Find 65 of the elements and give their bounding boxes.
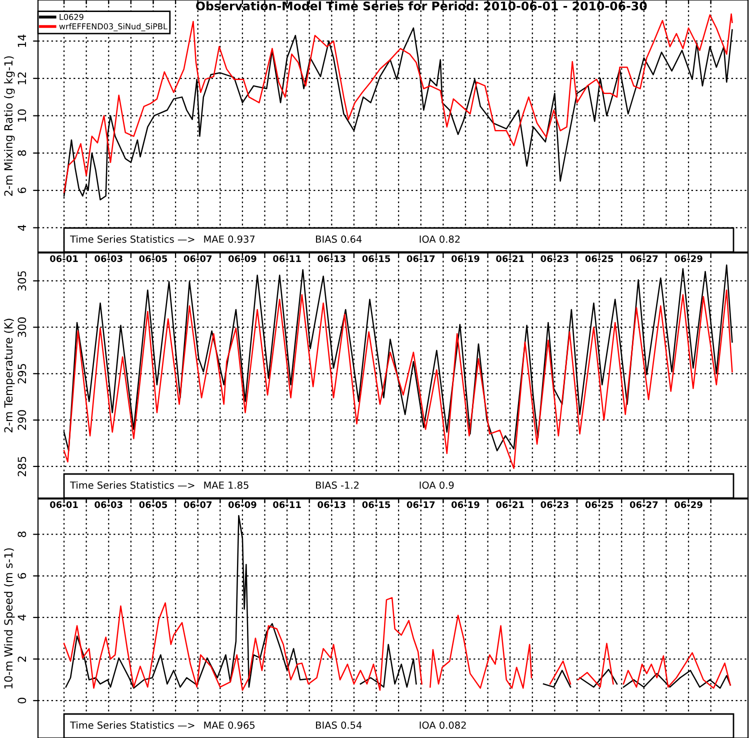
legend-label: wrfEFFEND03_SiNud_SiPBL <box>59 23 168 32</box>
x-tick-label: 06-05 <box>139 255 168 262</box>
x-tick-label: 06-09 <box>228 255 256 262</box>
x-tick-label: 06-23 <box>540 255 568 262</box>
x-tick-label: 06-05 <box>139 501 168 508</box>
annotation: MAE 0.965 <box>204 721 255 729</box>
x-tick-label: 06-01 <box>50 255 78 262</box>
x-tick-label: 06-13 <box>318 501 346 508</box>
x-tick-label: 06-15 <box>362 255 390 262</box>
x-tick-label: 06-21 <box>496 255 524 262</box>
x-tick-label: 06-11 <box>273 255 301 262</box>
x-tick-label: 06-03 <box>94 255 122 262</box>
x-tick-label: 06-09 <box>228 501 256 508</box>
x-tick-label: 06-21 <box>496 501 524 508</box>
annotation: Time Series Statistics —> <box>70 721 194 729</box>
x-tick-label: 06-29 <box>674 501 702 508</box>
x-tick-label: 06-07 <box>184 255 212 262</box>
annotation: IOA 0.9 <box>420 481 454 489</box>
x-tick-label: 06-15 <box>362 501 390 508</box>
line-series <box>63 289 733 469</box>
y-axis-title: 2-m Mixing Ratio (g kg-1) <box>4 56 15 196</box>
y-tick-label: 10 <box>18 109 26 122</box>
x-tick-label: 06-27 <box>630 501 658 508</box>
legend-label: L0629 <box>60 14 84 20</box>
annotation: BIAS 0.64 <box>316 235 362 243</box>
x-tick-label: 06-19 <box>451 501 480 508</box>
x-tick-label: 06-23 <box>540 501 568 508</box>
x-tick-label: 06-17 <box>406 501 435 508</box>
x-tick-label: 06-17 <box>406 255 435 262</box>
x-tick-label: 06-25 <box>585 501 614 508</box>
y-tick-label: 4 <box>18 224 26 231</box>
chart-title: Observation-Model Time Series for Period: 2010-06-01 - 2010-06-30 <box>196 1 647 10</box>
x-tick-label: 06-13 <box>318 255 346 262</box>
y-tick-label: 295 <box>18 364 26 384</box>
x-tick-label: 06-27 <box>630 255 658 262</box>
y-tick-label: 0 <box>18 698 26 704</box>
annotation: MAE 1.85 <box>204 481 248 489</box>
annotation: MAE 0.937 <box>204 235 255 243</box>
x-tick-label: 06-25 <box>585 255 614 262</box>
x-tick-label: 06-11 <box>273 501 301 508</box>
y-tick-label: 305 <box>18 271 26 291</box>
y-tick-label: 4 <box>18 614 26 620</box>
x-tick-label: 06-19 <box>451 255 480 262</box>
y-tick-label: 8 <box>18 532 26 538</box>
y-tick-label: 285 <box>18 456 26 476</box>
y-axis-title: 2-m Temperature (K) <box>4 318 15 432</box>
y-tick-label: 290 <box>18 410 26 430</box>
y-tick-label: 2 <box>18 656 26 662</box>
annotation: IOA 0.082 <box>420 721 466 729</box>
annotation: Time Series Statistics —> <box>70 481 194 489</box>
x-tick-label: 06-29 <box>674 255 702 262</box>
y-tick-label: 8 <box>18 150 26 156</box>
y-axis-title: 10-m Wind Speed (m s-1) <box>4 548 15 688</box>
x-tick-label: 06-01 <box>50 501 78 508</box>
annotation: Time Series Statistics —> <box>70 235 194 243</box>
annotation: BIAS -1.2 <box>316 481 359 489</box>
y-tick-label: 12 <box>18 72 26 84</box>
annotation: BIAS 0.54 <box>316 721 362 729</box>
y-tick-label: 6 <box>18 188 26 194</box>
annotation: IOA 0.82 <box>420 235 460 243</box>
y-tick-label: 14 <box>18 34 26 47</box>
x-tick-label: 06-07 <box>184 501 212 508</box>
y-tick-label: 300 <box>18 317 26 337</box>
x-tick-label: 06-03 <box>94 501 122 508</box>
y-tick-label: 6 <box>18 573 26 579</box>
